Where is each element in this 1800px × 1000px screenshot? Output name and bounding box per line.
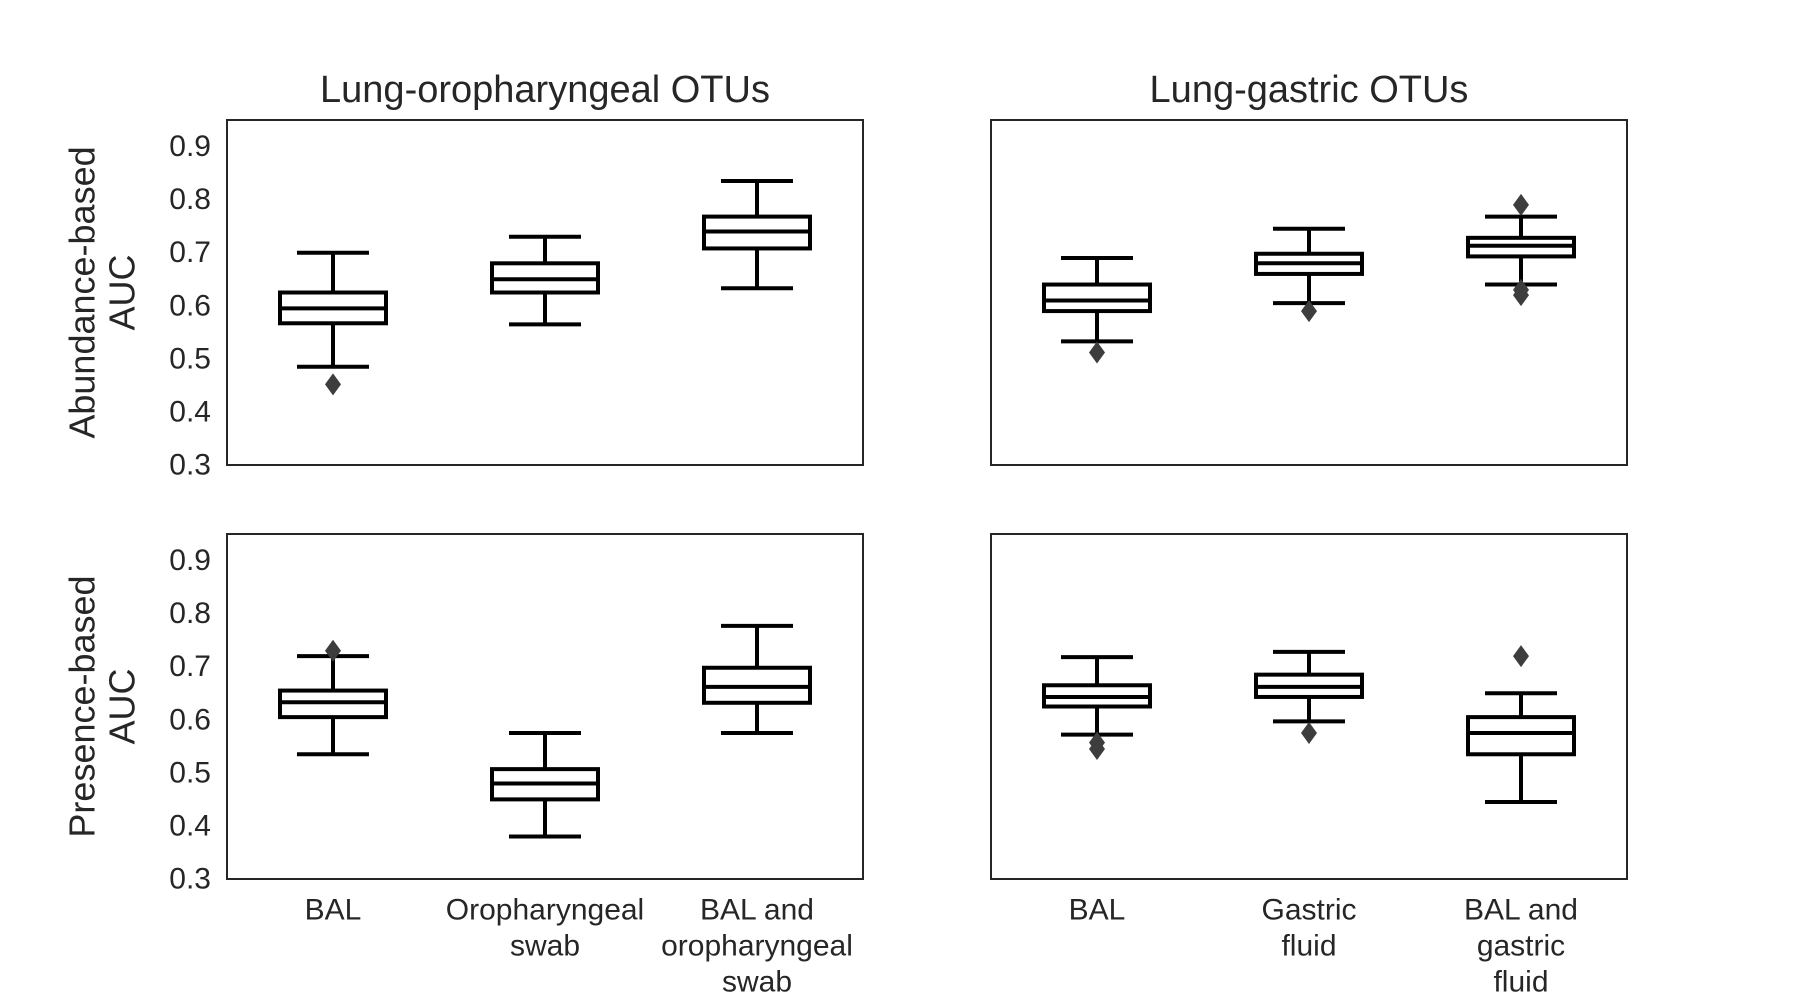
- y-tick-label: 0.8: [169, 183, 211, 216]
- box-2: [1254, 649, 1364, 745]
- outlier-point: [1089, 341, 1105, 364]
- plot-frame: [990, 119, 1628, 466]
- y-axis-label: Abundance-based: [62, 146, 103, 438]
- x-tick-label: BAL and: [1464, 894, 1578, 927]
- x-tick-label: swab: [510, 930, 580, 963]
- box-3: [702, 179, 812, 291]
- y-tick-label: 0.7: [169, 650, 211, 683]
- outlier-point: [1089, 737, 1105, 760]
- y-tick-label: 0.3: [169, 863, 211, 896]
- outlier-point: [325, 639, 341, 662]
- x-tick-label: BAL and: [700, 894, 814, 927]
- outlier-point: [325, 373, 341, 396]
- panel-title: Lung-oropharyngeal OTUs: [320, 69, 770, 111]
- chart-panel-2: Lung-gastric OTUs: [990, 69, 1628, 466]
- x-tick-label: fluid: [1281, 930, 1336, 963]
- box-1: [278, 639, 388, 757]
- y-tick-label: 0.5: [169, 342, 211, 375]
- y-tick-label: 0.3: [169, 449, 211, 482]
- box-2: [1254, 226, 1364, 323]
- outlier-point: [1513, 645, 1529, 668]
- x-tick-label: BAL: [305, 894, 362, 927]
- chart-panel-1: Lung-oropharyngeal OTUs Abundance-based AU…: [62, 69, 864, 482]
- outlier-point: [1513, 193, 1529, 216]
- y-tick-label: 0.9: [169, 544, 211, 577]
- plot-frame: [990, 533, 1628, 880]
- box-iqr: [1466, 715, 1576, 757]
- y-tick-label: 0.6: [169, 703, 211, 736]
- x-tick-label: fluid: [1493, 966, 1548, 999]
- y-tick-label: 0.4: [169, 809, 211, 842]
- panel-title: Lung-gastric OTUs: [1150, 69, 1469, 111]
- box-1: [1042, 256, 1152, 364]
- plot-frame: [226, 119, 864, 466]
- y-tick-label: 0.9: [169, 130, 211, 163]
- box-3: [1466, 645, 1576, 805]
- box-3: [702, 623, 812, 736]
- outlier-point: [1301, 722, 1317, 745]
- box-iqr: [1042, 282, 1152, 314]
- y-axis-label: AUC: [102, 668, 143, 744]
- x-tick-label: Oropharyngeal: [446, 894, 644, 927]
- box-3: [1466, 193, 1576, 307]
- box-1: [1042, 655, 1152, 760]
- y-tick-label: 0.5: [169, 756, 211, 789]
- box-2: [490, 234, 600, 327]
- y-tick-label: 0.6: [169, 289, 211, 322]
- outlier-point: [1301, 300, 1317, 323]
- y-tick-label: 0.8: [169, 597, 211, 630]
- box-1: [278, 250, 388, 396]
- x-tick-label: gastric: [1477, 930, 1565, 963]
- chart-panel-3: Presence-based AUC 0.3 0.4 0.5 0.6 0.7 0.8 0.9 BA…: [62, 533, 864, 999]
- x-tick-label: oropharyngeal: [661, 930, 853, 963]
- box-2: [490, 731, 600, 839]
- x-tick-label: swab: [722, 966, 792, 999]
- y-axis-label: Presence-based: [62, 575, 103, 837]
- x-tick-label: Gastric: [1261, 894, 1356, 927]
- x-tick-label: BAL: [1069, 894, 1126, 927]
- y-tick-label: 0.4: [169, 395, 211, 428]
- outlier-point: [1513, 284, 1529, 307]
- y-axis-label: AUC: [102, 254, 143, 330]
- plot-frame: [226, 533, 864, 880]
- y-tick-label: 0.7: [169, 236, 211, 269]
